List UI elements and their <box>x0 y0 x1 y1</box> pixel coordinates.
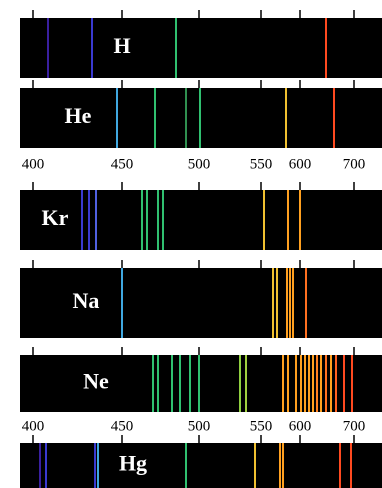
scale-label: 450 <box>111 418 134 434</box>
spectral-line <box>157 355 159 412</box>
spectral-line <box>152 355 154 412</box>
spectral-line <box>198 355 200 412</box>
spectral-line <box>185 443 187 488</box>
spectral-line <box>81 190 83 250</box>
spectral-line <box>116 88 118 148</box>
spectral-line <box>272 268 274 338</box>
spectral-line <box>292 268 294 338</box>
scale-label: 550 <box>250 418 273 434</box>
spectrum-band <box>20 443 382 488</box>
spectral-line <box>245 355 247 412</box>
spectral-line <box>286 268 288 338</box>
spectral-line <box>351 355 353 412</box>
spectral-line <box>141 190 143 250</box>
spectral-line <box>171 355 173 412</box>
scale-label: 500 <box>188 156 211 172</box>
spectral-line <box>146 190 148 250</box>
spectral-line <box>287 190 289 250</box>
spectral-line <box>239 355 241 412</box>
scale-label: 550 <box>250 156 273 172</box>
element-label: Hg <box>119 451 147 476</box>
spectral-line <box>343 355 345 412</box>
scale-label: 450 <box>111 156 134 172</box>
scale-label: 400 <box>22 418 45 434</box>
spectral-line <box>320 355 322 412</box>
spectral-line <box>199 88 201 148</box>
spectral-line <box>285 88 287 148</box>
spectral-line <box>287 355 289 412</box>
spectral-line <box>312 355 314 412</box>
scale-label: 700 <box>343 418 366 434</box>
spectral-line <box>175 18 177 78</box>
spectral-line <box>39 443 41 488</box>
element-label: He <box>65 103 92 128</box>
element-label: Na <box>73 288 100 313</box>
spectral-line <box>305 268 307 338</box>
spectral-line <box>279 443 281 488</box>
spectral-line <box>254 443 256 488</box>
spectral-line <box>45 443 47 488</box>
spectral-line <box>95 190 97 250</box>
spectral-line <box>263 190 265 250</box>
spectrum-band <box>20 18 382 78</box>
spectral-line <box>157 190 159 250</box>
element-label: Kr <box>42 205 69 230</box>
spectral-line <box>333 88 335 148</box>
element-label: Ne <box>83 369 109 394</box>
element-label: H <box>113 33 130 58</box>
spectral-line <box>350 443 352 488</box>
scale-label: 600 <box>289 156 312 172</box>
spectral-line <box>289 268 291 338</box>
spectral-line <box>304 355 306 412</box>
scale-label: 600 <box>289 418 312 434</box>
spectral-line <box>97 443 99 488</box>
spectral-line <box>299 190 301 250</box>
spectral-line <box>47 18 49 78</box>
spectral-line <box>316 355 318 412</box>
spectral-line <box>325 355 327 412</box>
spectral-line <box>330 355 332 412</box>
spectral-line <box>282 443 284 488</box>
spectral-line <box>91 18 93 78</box>
spectral-line <box>189 355 191 412</box>
scale-label: 400 <box>22 156 45 172</box>
spectra-diagram: H He Kr Na Ne Hg 400 450 500 550 600 700 400 450 500 55… <box>0 0 382 488</box>
spectral-line <box>154 88 156 148</box>
spectral-line <box>282 355 284 412</box>
spectral-line <box>300 355 302 412</box>
spectral-line <box>185 88 187 148</box>
spectral-line <box>94 443 96 488</box>
spectral-line <box>162 190 164 250</box>
spectrum-band <box>20 355 382 412</box>
spectral-line <box>325 18 327 78</box>
spectral-line <box>121 268 123 338</box>
spectral-line <box>276 268 278 338</box>
spectral-line <box>88 190 90 250</box>
spectral-line <box>295 355 297 412</box>
spectral-line <box>335 355 337 412</box>
spectral-line <box>339 443 341 488</box>
scale-label: 700 <box>343 156 366 172</box>
scale-label: 500 <box>188 418 211 434</box>
spectral-line <box>179 355 181 412</box>
spectrum-band <box>20 190 382 250</box>
spectral-line <box>308 355 310 412</box>
